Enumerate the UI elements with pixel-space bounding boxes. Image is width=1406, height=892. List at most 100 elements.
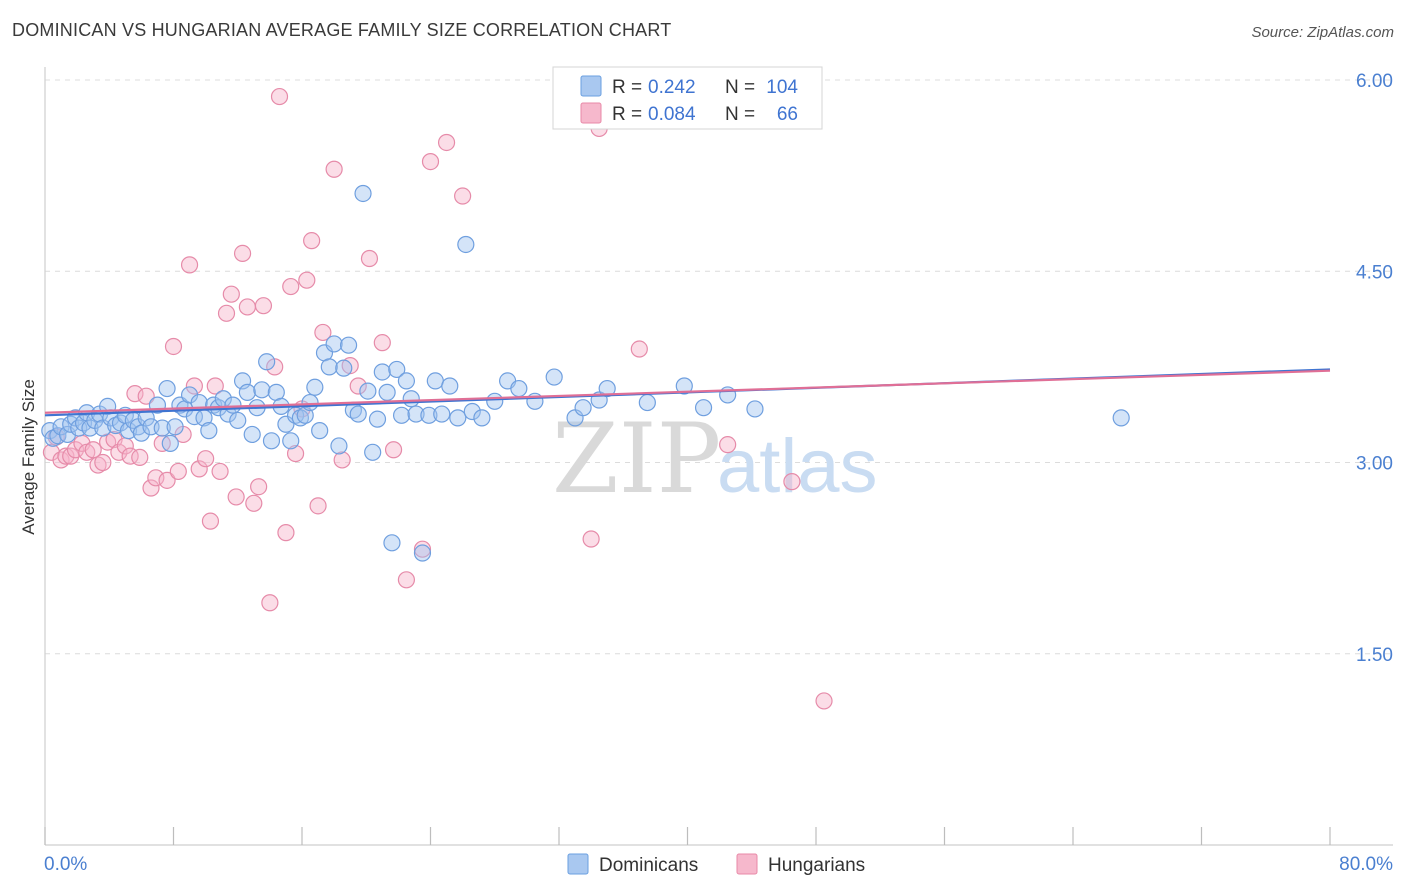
dominicans-point [119,422,138,440]
dominicans-point [420,406,438,424]
hungarians-point [57,447,75,465]
hungarians-point [110,443,128,461]
dominicans-point [441,377,459,395]
hungarians-point [303,232,321,250]
y-tick-label-1: 3.00 [1356,454,1393,475]
hungarians-point [94,453,112,472]
hungarians-point [233,244,252,262]
dominicans-point [675,377,693,395]
hungarians-point [270,87,289,106]
dominicans-point [301,393,319,412]
dominicans-point [161,434,179,452]
dominicans-point [224,396,242,414]
dominicans-point [473,409,491,427]
legend-swatch-dominicans [580,75,602,97]
hungarians-point [719,436,737,454]
legend-n-label-hungarians: N = [725,104,755,125]
hungarians-point [201,512,220,530]
hungarians-point [325,160,343,178]
hungarians-point [169,462,187,481]
dominicans-point [243,425,261,444]
dominicans-point [262,432,281,450]
dominicans-point [388,360,406,379]
chart-title: DOMINICAN VS HUNGARIAN AVERAGE FAMILY SI… [12,20,672,40]
y-axis-label: Average Family Size [19,379,38,535]
hungarians-point [89,456,107,474]
hungarians-point [245,494,263,512]
hungarians-point [84,441,102,459]
dominicans-point [1112,409,1130,427]
hungarians-point [413,540,432,558]
grid [45,79,1393,655]
dominicans-point [166,418,184,436]
legend-bottom-swatch-dominicans [567,853,589,875]
hungarians-point [227,488,245,506]
dominicans-point [291,409,309,427]
hungarians-point [582,530,600,548]
hungarians-point [298,271,316,289]
dominicans-point [397,372,416,390]
dominicans-point [306,378,324,396]
legend-bottom-dominicans: Dominicans [599,855,698,876]
hungarians-point [314,323,332,342]
hungarians-point [783,473,801,491]
dominicans-point [463,402,481,421]
y-tick-labels: 1.50 3.00 4.50 6.00 [1356,71,1393,666]
dominicans-point [325,335,343,353]
legend-r-label-hungarians: R = [612,104,642,125]
dominicans-point [200,422,218,440]
hungarians-point [384,441,403,459]
hungarians-points [42,87,833,710]
hungarians-point [250,478,268,496]
x-tick-labels: 0.0% 80.0% [44,854,1393,875]
y-tick-label-0: 1.50 [1356,645,1393,666]
dominicans-point [253,381,271,399]
axes [44,67,1393,846]
hungarians-point [437,133,456,152]
dominicans-point [449,409,467,427]
dominicans-point [373,363,391,381]
dominicans-point [359,382,377,400]
watermark-atlas: atlas [717,424,878,509]
legend-r-value-dominicans: 0.242 [648,77,696,98]
hungarians-point [261,594,279,612]
legend-bottom-swatch-hungarians [736,853,758,875]
hungarians-point [131,448,149,466]
hungarians-point [254,297,273,315]
dominicans-point [433,405,451,423]
dominicans-point [258,353,276,371]
x-tick-label-1: 80.0% [1339,854,1393,875]
hungarians-trend-line [44,369,1331,414]
dominicans-point [407,405,425,423]
hungarians-point [238,298,256,316]
dominicans-point [638,393,656,412]
dominicans-point [153,419,171,437]
dominicans-point [296,406,314,424]
dominicans-points [41,184,1130,562]
dominicans-point [545,368,563,386]
dominicans-point [282,432,300,450]
dominicans-point [335,359,353,377]
legend-r-label-dominicans: R = [612,77,642,98]
legend-n-value-dominicans: 104 [766,77,798,98]
dominicans-point [598,379,616,398]
legend-n-label-dominicans: N = [725,77,755,98]
dominicans-point [339,336,358,354]
series-legend: Dominicans Hungarians [567,853,865,876]
hungarians-point [630,340,648,358]
dominicans-point [132,424,150,442]
hungarians-point [421,153,440,171]
hungarians-point [454,187,472,205]
hungarians-point [397,571,416,589]
hungarians-point [309,497,327,515]
hungarians-point [349,377,367,395]
watermark-zip: ZIP [552,403,721,515]
hungarians-point [180,256,199,274]
dominicans-point [311,422,329,440]
dominicans-point [486,392,504,410]
hungarians-point [142,479,160,497]
y-tick-label-3: 6.00 [1356,71,1393,92]
dominicans-point [320,358,338,376]
hungarians-point [211,462,229,481]
